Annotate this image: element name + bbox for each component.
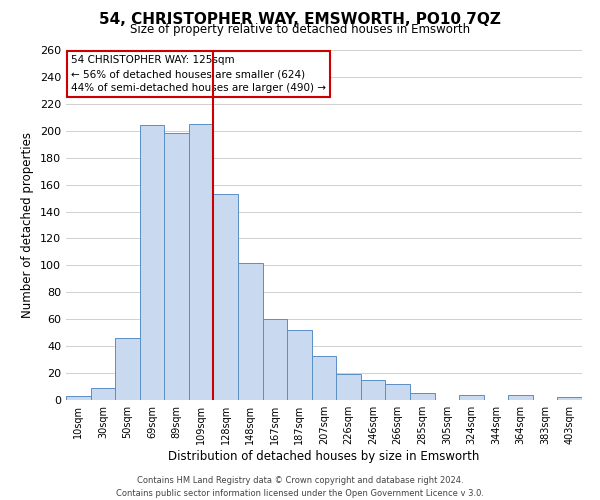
Text: 54 CHRISTOPHER WAY: 125sqm
← 56% of detached houses are smaller (624)
44% of sem: 54 CHRISTOPHER WAY: 125sqm ← 56% of deta…	[71, 55, 326, 93]
Bar	[115, 338, 140, 400]
Bar	[140, 126, 164, 400]
Bar	[164, 134, 189, 400]
Text: Size of property relative to detached houses in Emsworth: Size of property relative to detached ho…	[130, 22, 470, 36]
Bar	[336, 374, 361, 400]
Bar	[287, 330, 312, 400]
Bar	[312, 356, 336, 400]
Bar	[263, 319, 287, 400]
Text: Contains HM Land Registry data © Crown copyright and database right 2024.
Contai: Contains HM Land Registry data © Crown c…	[116, 476, 484, 498]
Bar	[91, 388, 115, 400]
Bar	[459, 394, 484, 400]
Bar	[385, 384, 410, 400]
Text: 54, CHRISTOPHER WAY, EMSWORTH, PO10 7QZ: 54, CHRISTOPHER WAY, EMSWORTH, PO10 7QZ	[99, 12, 501, 28]
Y-axis label: Number of detached properties: Number of detached properties	[22, 132, 34, 318]
Bar	[361, 380, 385, 400]
Bar	[238, 262, 263, 400]
Bar	[410, 394, 434, 400]
Bar	[557, 398, 582, 400]
Bar	[214, 194, 238, 400]
Bar	[189, 124, 214, 400]
Bar	[508, 394, 533, 400]
Bar	[66, 396, 91, 400]
X-axis label: Distribution of detached houses by size in Emsworth: Distribution of detached houses by size …	[169, 450, 479, 463]
